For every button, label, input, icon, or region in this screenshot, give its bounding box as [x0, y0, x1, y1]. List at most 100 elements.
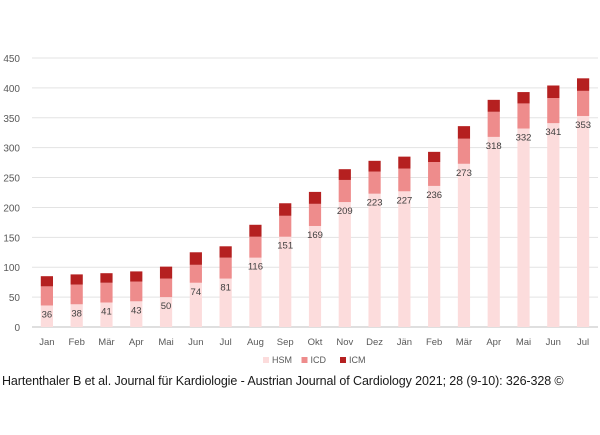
bar-hsm — [219, 278, 232, 327]
x-tick-label: Jul — [220, 337, 232, 348]
bar-hsm — [338, 202, 351, 327]
x-tick-label: Mär — [98, 337, 114, 348]
x-tick-label: Jän — [397, 337, 412, 348]
data-label: 227 — [396, 195, 412, 206]
data-label: 353 — [575, 120, 591, 131]
bar-icd — [189, 264, 202, 283]
bar-hsm — [100, 302, 113, 327]
data-label: 81 — [220, 283, 231, 294]
bar-icm — [576, 78, 590, 91]
data-label: 36 — [42, 309, 53, 320]
data-label: 43 — [131, 305, 142, 316]
x-tick-label: Mär — [456, 337, 472, 348]
x-axis-ticks: Jan Feb Mär Apr Mai Jun Jul Aug Sep Okt Nov Dez Jän F… — [39, 337, 589, 348]
bar-icd — [398, 168, 411, 192]
bar-hsm — [547, 123, 560, 327]
data-label: 236 — [426, 190, 442, 201]
bar-icm — [40, 276, 54, 287]
bar-icd — [547, 98, 560, 124]
y-tick-label: 150 — [3, 233, 20, 244]
x-tick-label: Dez — [366, 337, 383, 348]
x-tick-label: Sep — [277, 337, 294, 348]
data-label: 38 — [71, 308, 82, 319]
bar-hsm — [279, 236, 292, 327]
data-label: 41 — [101, 306, 112, 317]
bar-hsm — [398, 191, 411, 327]
bar-icd — [428, 162, 441, 186]
bar-icm — [249, 224, 262, 237]
legend-swatch-icm — [340, 357, 346, 363]
x-tick-label: Mai — [158, 337, 173, 348]
x-tick-label: Feb — [68, 337, 84, 348]
citation-text: Hartenthaler B et al. Journal für Kardio… — [2, 374, 564, 388]
data-label: 341 — [545, 127, 561, 138]
bar-icd — [517, 103, 530, 129]
bar-hsm — [40, 305, 54, 327]
bar-hsm — [517, 128, 530, 327]
y-tick-label: 50 — [9, 293, 21, 304]
data-label: 169 — [307, 230, 323, 241]
bar-icm — [159, 266, 173, 279]
bar-icm — [517, 92, 530, 104]
x-tick-label: Jun — [546, 337, 561, 348]
bar-icd — [457, 138, 471, 164]
x-tick-label: Apr — [486, 337, 501, 348]
bar-icd — [338, 179, 351, 203]
bar-hsm — [576, 115, 590, 328]
bar-hsm — [428, 185, 441, 327]
bar-icd — [368, 171, 381, 194]
bar-icm — [70, 274, 83, 285]
data-label: 273 — [456, 168, 472, 179]
bar-icm — [189, 252, 202, 265]
bars — [40, 78, 590, 328]
x-tick-label: Jan — [39, 337, 54, 348]
y-tick-label: 200 — [3, 203, 20, 214]
data-label: 151 — [277, 241, 293, 252]
legend-label: ICD — [311, 355, 327, 365]
x-tick-label: Nov — [336, 337, 353, 348]
bar-icm — [457, 126, 471, 139]
bar-hsm — [249, 257, 262, 327]
data-label: 332 — [516, 133, 532, 144]
bar-icd — [130, 281, 143, 302]
bar-icm — [398, 156, 411, 169]
data-labels: 36 38 41 43 50 74 81 116 151 169 209 223 227 236 273 31… — [42, 120, 591, 320]
x-tick-label: Jul — [577, 337, 589, 348]
bar-icd — [40, 286, 54, 306]
bar-hsm — [457, 163, 471, 327]
bar-hsm — [368, 193, 381, 327]
bar-icd — [576, 90, 590, 116]
legend: HSM ICD ICM — [263, 355, 366, 365]
bar-icd — [279, 215, 292, 237]
bar-hsm — [70, 304, 83, 327]
x-tick-label: Apr — [129, 337, 144, 348]
bar-hsm — [130, 301, 143, 327]
bar-icm — [100, 273, 113, 283]
bar-icm — [130, 271, 143, 282]
stacked-bar-chart: 36 38 41 43 50 74 81 116 151 169 209 223 227 236 273 31… — [3, 54, 598, 365]
data-label: 116 — [248, 262, 263, 273]
bar-hsm — [159, 297, 173, 327]
x-tick-label: Jun — [188, 337, 203, 348]
bar-icd — [159, 278, 173, 298]
bar-icm — [368, 160, 381, 172]
y-axis-ticks: 0 50 100 150 200 250 300 350 400 450 — [3, 54, 20, 334]
data-label: 74 — [191, 287, 202, 298]
y-tick-label: 450 — [3, 54, 20, 65]
y-tick-label: 100 — [3, 263, 20, 274]
data-label: 318 — [486, 141, 502, 152]
bar-icm — [219, 246, 232, 258]
legend-label: ICM — [349, 355, 366, 365]
legend-swatch-icd — [301, 357, 308, 363]
y-tick-label: 0 — [14, 323, 20, 334]
y-tick-label: 250 — [3, 174, 20, 185]
bar-hsm — [189, 282, 202, 327]
bar-icd — [249, 236, 262, 258]
bar-hsm — [487, 136, 500, 327]
bar-hsm — [308, 225, 322, 327]
y-tick-label: 400 — [3, 84, 20, 95]
bar-icm — [547, 85, 560, 99]
x-tick-label: Okt — [308, 337, 323, 348]
legend-swatch-hsm — [263, 357, 269, 363]
